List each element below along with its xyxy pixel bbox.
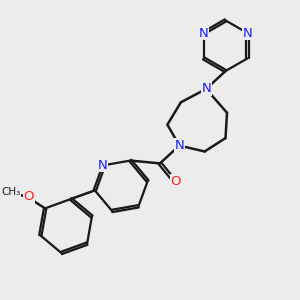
Text: CH₃: CH₃ — [1, 187, 20, 197]
Text: N: N — [98, 159, 107, 172]
Text: N: N — [201, 82, 211, 95]
Text: O: O — [170, 175, 181, 188]
Text: N: N — [199, 27, 208, 40]
Text: N: N — [243, 27, 252, 40]
Text: N: N — [175, 139, 184, 152]
Text: O: O — [23, 190, 34, 203]
